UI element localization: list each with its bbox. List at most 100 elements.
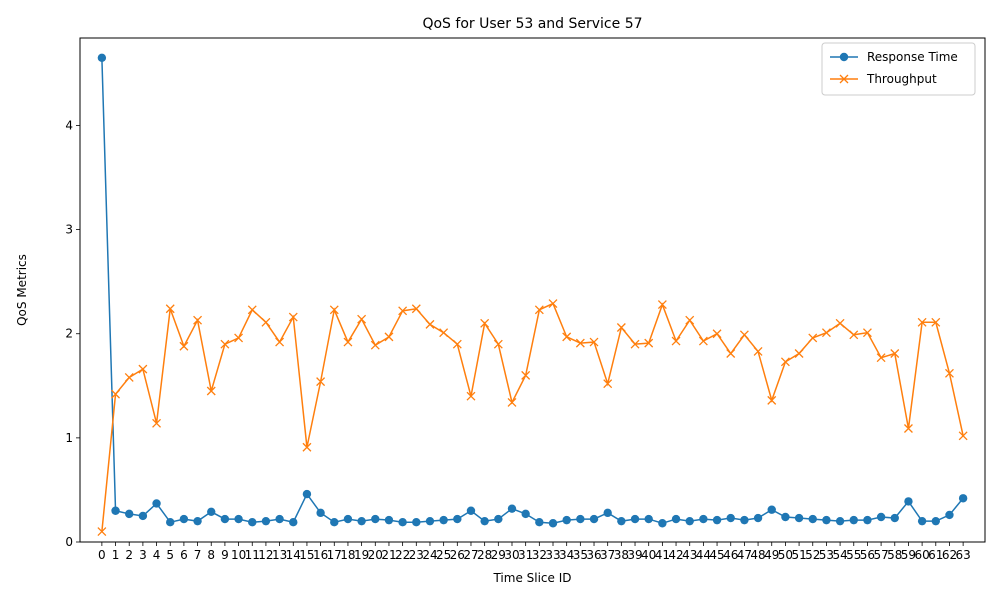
throughput-point	[138, 364, 148, 374]
throughput-point	[698, 336, 708, 346]
response-time-point	[371, 514, 380, 524]
throughput-point	[821, 328, 831, 338]
x-tick-label: 14	[286, 548, 301, 562]
y-tick-label: 4	[65, 118, 73, 132]
response-time-point	[97, 53, 107, 62]
x-tick-label: 51	[791, 548, 806, 562]
throughput-point	[685, 315, 695, 325]
response-time-point	[521, 509, 530, 519]
throughput-point	[261, 317, 271, 327]
throughput-line	[101, 302, 964, 532]
response-time-point	[603, 508, 612, 518]
throughput-point	[603, 379, 613, 389]
x-tick-label: 23	[409, 548, 424, 562]
x-tick-label: 47	[737, 548, 752, 562]
x-tick-label: 26	[450, 548, 465, 562]
x-tick-label: 29	[491, 548, 506, 562]
response-time-point	[767, 505, 776, 514]
x-tick-label: 16	[313, 548, 328, 562]
response-time-point	[412, 518, 421, 527]
response-time-point	[453, 514, 462, 524]
response-time-point	[671, 514, 681, 524]
x-tick-label: 36	[586, 548, 601, 562]
response-time-point	[261, 516, 271, 526]
response-time-point	[507, 504, 517, 513]
throughput-point	[357, 314, 367, 324]
x-tick-label: 13	[272, 548, 287, 562]
throughput-point	[97, 527, 107, 537]
x-tick-label: 44	[696, 548, 711, 562]
y-tick-label: 1	[65, 431, 73, 445]
x-tick-label: 25	[436, 548, 451, 562]
x-tick-label: 53	[819, 548, 834, 562]
x-tick-label: 42	[668, 548, 683, 562]
throughput-point	[548, 299, 558, 308]
response-time-point	[248, 518, 257, 527]
response-time-point	[917, 516, 927, 526]
response-time-point	[548, 519, 558, 528]
response-time-point	[589, 514, 599, 524]
x-tick-label: 34	[559, 548, 574, 562]
throughput-point	[111, 389, 121, 399]
x-tick-label: 50	[778, 548, 793, 562]
throughput-point	[931, 317, 941, 327]
chart-title: QoS for User 53 and Service 57	[422, 16, 642, 32]
throughput-point	[575, 338, 585, 348]
response-time-point	[480, 516, 489, 526]
x-tick-label: 1	[112, 548, 120, 562]
throughput-point	[616, 323, 626, 332]
x-tick-label: 21	[381, 548, 396, 562]
response-time-point	[125, 509, 134, 519]
response-time-point	[863, 515, 872, 525]
response-time-point	[234, 514, 243, 524]
throughput-point	[630, 339, 640, 349]
x-tick-label: 7	[194, 548, 202, 562]
throughput-point	[452, 339, 462, 349]
x-tick-label: 0	[98, 548, 106, 562]
response-time-point	[740, 515, 749, 525]
throughput-point	[507, 398, 517, 407]
response-time-point	[945, 510, 954, 520]
x-tick-label: 11	[245, 548, 260, 562]
throughput-point	[425, 319, 435, 329]
legend-marker-response-time	[839, 52, 849, 62]
throughput-point	[712, 329, 722, 339]
throughput-point	[849, 330, 859, 340]
x-tick-label: 18	[340, 548, 355, 562]
response-time-line	[101, 57, 964, 525]
x-tick-label: 6	[180, 548, 188, 562]
throughput-point	[384, 332, 394, 342]
x-tick-label: 10	[231, 548, 246, 562]
throughput-point	[398, 306, 408, 316]
throughput-point	[589, 337, 599, 347]
response-time-point	[726, 513, 735, 523]
throughput-point	[808, 333, 818, 343]
response-time-point	[617, 516, 626, 526]
throughput-point	[753, 346, 763, 356]
throughput-point	[862, 328, 872, 338]
response-time-point	[179, 514, 189, 524]
throughput-point	[876, 353, 886, 363]
x-tick-label: 56	[860, 548, 875, 562]
response-time-point	[904, 497, 913, 506]
x-tick-label: 52	[805, 548, 820, 562]
x-axis-title: Time Slice ID	[492, 571, 571, 585]
throughput-point	[644, 338, 654, 348]
x-tick-label: 8	[207, 548, 215, 562]
response-time-point	[794, 513, 804, 523]
throughput-point	[247, 305, 257, 315]
response-time-point	[562, 515, 571, 525]
axes: 0 1 2 3 4 5 6 7 8 9 101112131415161718192021222324…	[65, 118, 970, 562]
x-tick-label: 38	[614, 548, 629, 562]
response-time-point	[822, 515, 831, 525]
x-tick-label: 15	[299, 548, 314, 562]
throughput-point	[890, 349, 900, 358]
x-tick-label: 30	[504, 548, 519, 562]
legend-label-response-time: Response Time	[867, 50, 958, 64]
throughput-point	[370, 340, 380, 350]
x-tick-label: 54	[832, 548, 847, 562]
response-time-point	[630, 514, 640, 524]
throughput-point	[944, 368, 954, 378]
y-tick-label: 2	[65, 327, 73, 341]
x-tick-label: 41	[655, 548, 670, 562]
